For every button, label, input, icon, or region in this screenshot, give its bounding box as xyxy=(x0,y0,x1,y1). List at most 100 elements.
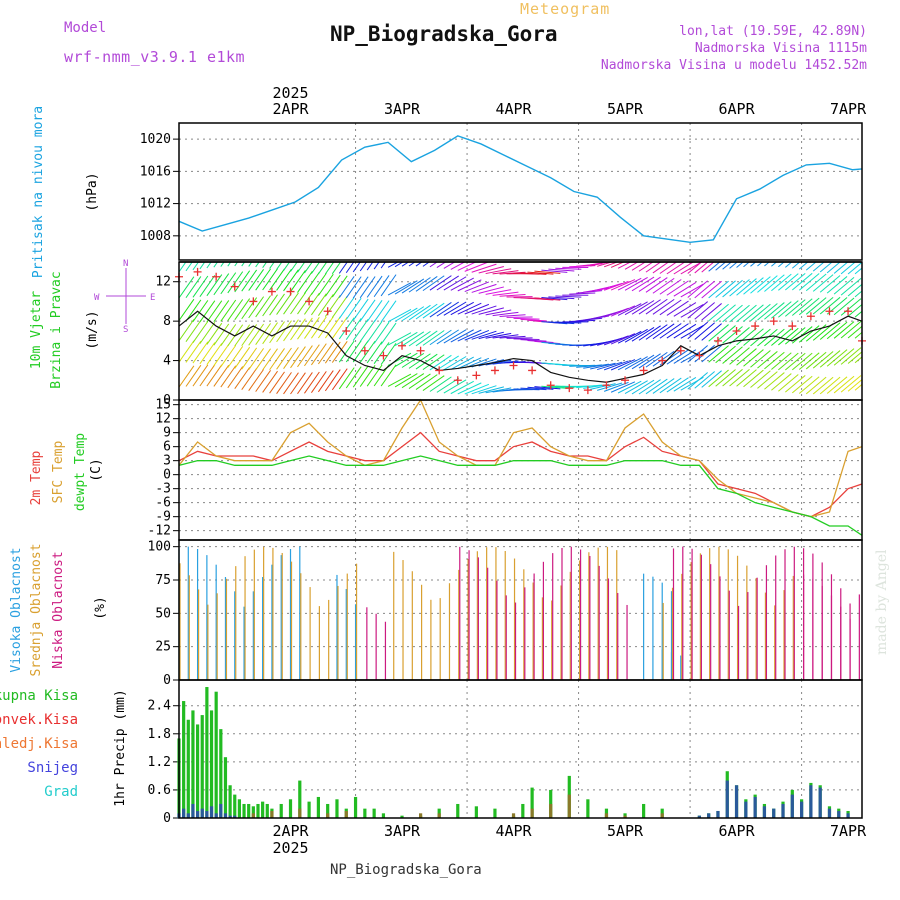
conv-precip-bar xyxy=(419,813,423,818)
wind-barb xyxy=(338,276,355,298)
pressure-line xyxy=(178,135,863,243)
wind-barb xyxy=(401,306,425,322)
wind-barb xyxy=(436,329,459,345)
wind-barb xyxy=(757,303,778,321)
wind-barb xyxy=(708,280,729,299)
wind-barb xyxy=(269,321,285,344)
wind-barb xyxy=(290,346,306,369)
bottom-date-label: 5APR xyxy=(607,822,644,840)
y-tick-label: -6 xyxy=(155,496,171,511)
wind-barb xyxy=(485,387,512,394)
total-precip-bar xyxy=(200,715,204,818)
wind-barb xyxy=(701,344,722,363)
wind-barb xyxy=(771,273,792,292)
wind-barb xyxy=(276,320,292,343)
wind-barb xyxy=(847,351,862,364)
wind-barb xyxy=(666,349,689,365)
snow-precip-bar xyxy=(809,785,813,818)
wind-barb xyxy=(764,372,785,390)
wind-barb xyxy=(317,294,334,316)
wind-barb xyxy=(311,293,327,316)
station-title: NP_Biogradska_Gora xyxy=(330,22,558,46)
compass-e-label: E xyxy=(150,293,155,303)
total-precip-bar xyxy=(474,806,478,818)
wind-gust-marker xyxy=(602,381,611,390)
wind-barb xyxy=(715,304,736,322)
wind-barb xyxy=(450,380,474,395)
wind-ylabel-1: 10m Vjetar xyxy=(29,291,44,369)
wind-barb xyxy=(255,323,271,345)
wind-barb xyxy=(729,304,750,323)
wind-barb xyxy=(603,335,629,346)
snow-precip-bar xyxy=(209,806,214,818)
snow-precip-bar xyxy=(790,794,794,818)
wind-barb xyxy=(255,268,271,291)
wind-barb xyxy=(464,262,490,272)
wind-barb xyxy=(631,300,655,315)
wind-barb xyxy=(861,272,862,274)
wind-barb xyxy=(854,290,862,298)
wind-barb xyxy=(213,323,230,346)
wind-barb xyxy=(464,383,490,395)
conv-precip-bar xyxy=(298,808,302,818)
wind-barb xyxy=(861,317,862,319)
wind-barb xyxy=(499,314,526,317)
compass-n-label: N xyxy=(123,259,128,269)
wind-barb xyxy=(331,340,348,363)
pressure-ylabel: Pritisak na nivou mora xyxy=(31,106,46,278)
total-precip-bar xyxy=(363,808,367,818)
wind-barb xyxy=(443,379,467,394)
wind-barb xyxy=(213,262,219,268)
wind-barb xyxy=(764,274,785,292)
y-tick-label: 4 xyxy=(163,354,171,369)
wind-barb xyxy=(673,302,697,317)
wind-barb xyxy=(359,364,376,387)
wind-barb xyxy=(778,352,799,371)
wind-barb xyxy=(736,304,757,323)
wind-barb xyxy=(401,331,425,347)
wind-barb xyxy=(513,338,540,341)
wind-barb xyxy=(659,323,682,339)
wind-barb xyxy=(192,341,209,364)
wind-barb xyxy=(778,273,799,291)
wind-barb xyxy=(778,300,799,318)
wind-barb xyxy=(485,359,512,366)
wind-barb xyxy=(694,371,715,389)
wind-gust-marker xyxy=(695,351,704,360)
wind-barb xyxy=(750,350,771,368)
wind-barb xyxy=(359,340,376,363)
wind-barb xyxy=(861,296,862,298)
wind-barb xyxy=(750,303,771,322)
wind-barb xyxy=(833,277,855,295)
wind-barb xyxy=(179,262,187,273)
total-precip-bar xyxy=(549,789,553,818)
snow-precip-bar xyxy=(734,785,739,818)
wind-barb xyxy=(485,309,512,316)
wind-barb xyxy=(603,280,629,291)
wind-barb xyxy=(708,369,729,388)
y-tick-label: 1020 xyxy=(140,132,171,147)
total-precip-bar xyxy=(456,803,460,818)
wind-barb xyxy=(652,277,675,294)
wind-speed-line xyxy=(178,310,863,383)
wind-barb xyxy=(179,365,195,388)
wind-barb xyxy=(603,307,629,318)
wind-barb xyxy=(234,262,239,267)
wind-barb xyxy=(805,273,827,292)
wind-barb xyxy=(729,368,750,387)
wind-gust-marker xyxy=(806,312,815,321)
snow-precip-bar xyxy=(837,810,841,818)
y-tick-label: 0 xyxy=(163,468,171,483)
wind-barb xyxy=(757,275,778,293)
snow-precip-bar xyxy=(219,803,223,818)
wind-barb xyxy=(569,292,596,295)
wind-barb xyxy=(492,334,519,339)
wind-gust-marker xyxy=(453,376,462,385)
wind-barb xyxy=(366,320,383,343)
wind-gust-marker xyxy=(323,307,332,316)
wind-barb xyxy=(283,269,299,292)
wind-barb xyxy=(429,302,452,318)
y-tick-label: 1012 xyxy=(140,197,171,212)
top-date-label: 4APR xyxy=(495,100,532,118)
wind-barb xyxy=(227,299,244,321)
